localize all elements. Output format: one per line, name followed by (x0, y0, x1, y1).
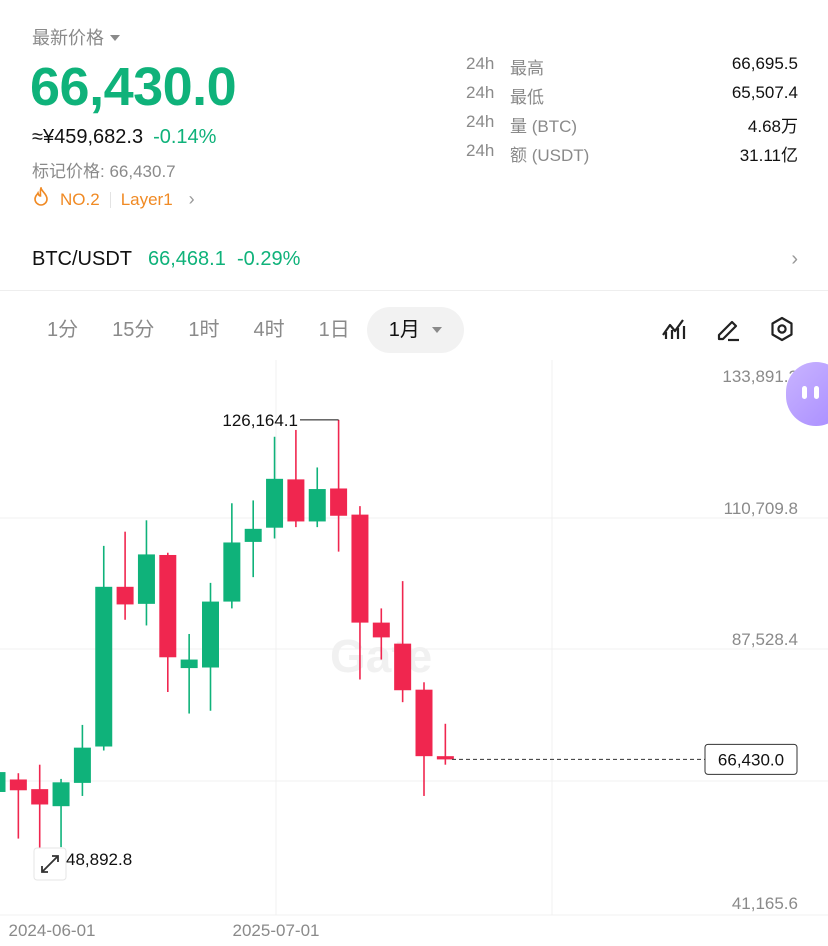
y-tick-label: 133,891.2 (722, 367, 798, 386)
draw-icon[interactable] (714, 315, 742, 343)
change-percent: -0.14% (153, 126, 217, 148)
bubble-eye-icon (814, 386, 819, 399)
x-tick-label: 2025-07-01 (233, 921, 320, 940)
candle-body (287, 479, 305, 522)
current-price-line: 66,430.0 (452, 743, 798, 775)
mark-price: 标记价格: 66,430.7 (32, 162, 176, 181)
candle-body (308, 489, 326, 522)
candle-body (223, 542, 241, 602)
tag-divider (109, 191, 111, 208)
candle-body (73, 747, 91, 783)
candle-body (372, 622, 390, 638)
active-timeframe-label: 1月 (388, 319, 420, 341)
candle-body (52, 782, 70, 807)
indicators-icon[interactable] (660, 315, 688, 343)
tags-row[interactable]: NO.2 Layer1 › (32, 185, 195, 212)
last-price-label: 最新价格 (32, 28, 104, 48)
rank-tag[interactable]: NO.2 (60, 189, 100, 209)
candle-body (330, 488, 348, 516)
candle-body (137, 554, 155, 604)
candle-body (266, 478, 284, 528)
spot-pair-row[interactable]: BTC/USDT 66,468.1 -0.29% › (32, 248, 798, 271)
cny-price-row: ≈¥459,682.3 -0.14% (32, 126, 216, 149)
candles (0, 419, 454, 860)
candle-body (9, 779, 27, 791)
x-axis: 2024-06-01 2025-07-01 (9, 921, 320, 940)
candle-body (394, 643, 412, 691)
pair-name: BTC/USDT (32, 248, 132, 270)
caret-down-icon (431, 327, 442, 333)
fire-icon (32, 185, 50, 212)
category-tag[interactable]: Layer1 (120, 189, 173, 209)
chevron-right-icon[interactable]: › (188, 189, 195, 209)
divider (0, 290, 828, 291)
high-price-label: 126,164.1 (222, 411, 298, 430)
stat-row-volume: 24h 量 (BTC) 4.68万 (466, 112, 798, 136)
low-price-label: 48,892.8 (66, 850, 132, 869)
y-axis: 133,891.2 110,709.8 87,528.4 41,165.6 (722, 367, 798, 913)
cny-price: ≈¥459,682.3 (32, 126, 144, 148)
pair-price: 66,468.1 -0.29% (148, 248, 301, 270)
y-tick-label: 110,709.8 (724, 499, 798, 518)
tab-15m[interactable]: 15分 (112, 319, 155, 341)
candle-body (95, 586, 113, 747)
y-tick-label: 87,528.4 (732, 630, 798, 649)
candle-body (415, 689, 433, 757)
candle-body (31, 789, 49, 805)
x-tick-label: 2024-06-01 (9, 921, 96, 940)
candle-body (436, 756, 454, 760)
settings-icon[interactable] (768, 315, 796, 343)
candle-body (116, 586, 134, 605)
high-callout: 126,164.1 (222, 411, 339, 430)
current-price-tag: 66,430.0 (718, 750, 784, 769)
tab-1h[interactable]: 1时 (188, 319, 220, 341)
tab-4h[interactable]: 4时 (253, 319, 285, 341)
candle-body (159, 554, 177, 658)
tab-1mo-dropdown[interactable]: 1月 (366, 307, 464, 353)
grid (0, 360, 828, 916)
caret-down-icon (110, 35, 120, 41)
stat-row-high: 24h 最高 66,695.5 (466, 54, 798, 78)
candle-body (202, 601, 219, 668)
stat-row-turnover: 24h 额 (USDT) 31.11亿 (466, 141, 798, 165)
last-price-value: 66,430.0 (30, 57, 237, 117)
candle-body (244, 528, 262, 542)
assistant-bubble[interactable] (786, 362, 828, 426)
timeframe-bar: 1分 15分 1时 4时 1日 1月 (30, 307, 464, 353)
candle-body (0, 772, 6, 792)
fullscreen-icon[interactable] (33, 847, 67, 881)
candle-body (351, 514, 369, 623)
candlestick-chart[interactable]: Gate 133,891.2 110,709.8 87,528.4 41,165… (0, 360, 828, 946)
y-tick-label: 41,165.6 (732, 894, 798, 913)
candle-body (180, 659, 198, 669)
stat-row-low: 24h 最低 65,507.4 (466, 83, 798, 107)
tab-1d[interactable]: 1日 (318, 319, 350, 341)
chevron-right-icon[interactable]: › (791, 248, 798, 270)
bubble-eye-icon (802, 386, 807, 399)
tab-1m[interactable]: 1分 (47, 319, 79, 341)
last-price-dropdown[interactable]: 最新价格 (32, 24, 120, 50)
